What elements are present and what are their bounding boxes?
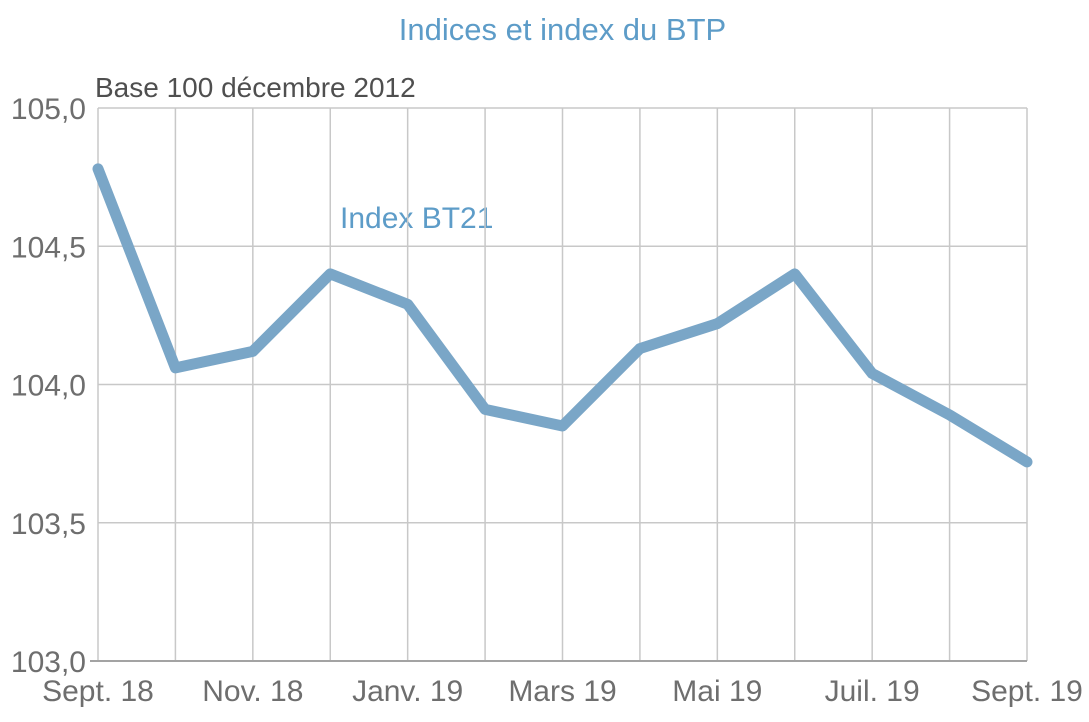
series-label-index-bt21: Index BT21	[340, 202, 494, 235]
y-tick-label: 103,0	[11, 646, 86, 679]
x-axis-tick-labels: Sept. 18 Nov. 18 Janv. 19 Mars 19 Mai 19 Juil…	[42, 675, 1083, 708]
y-tick-label: 105,0	[11, 93, 86, 126]
x-tick-label: Sept. 19	[971, 675, 1083, 708]
x-tick-label: Mai 19	[672, 675, 762, 708]
y-tick-label: 104,0	[11, 370, 86, 403]
y-axis-tick-labels: 105,0 104,5 104,0 103,5 103,0	[11, 93, 86, 679]
chart-title: Indices et index du BTP	[398, 12, 727, 47]
x-tick-label: Juil. 19	[825, 675, 920, 708]
chart-subtitle: Base 100 décembre 2012	[95, 72, 416, 103]
x-tick-label: Sept. 18	[42, 675, 154, 708]
x-tick-label: Nov. 18	[202, 675, 303, 708]
gridlines	[97, 107, 1028, 661]
x-tick-label: Mars 19	[508, 675, 616, 708]
y-tick-label: 104,5	[11, 231, 86, 264]
y-tick-label: 103,5	[11, 508, 86, 541]
index-bt21-line	[92, 163, 1033, 468]
x-tick-label: Janv. 19	[352, 675, 463, 708]
